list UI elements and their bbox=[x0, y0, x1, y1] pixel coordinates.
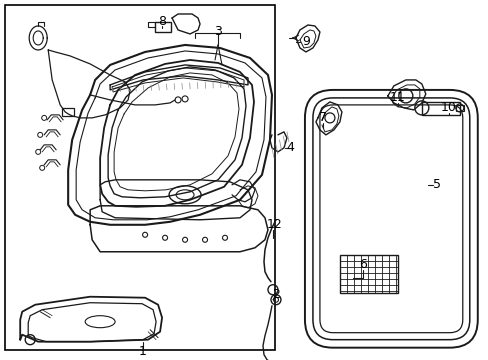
Text: 6: 6 bbox=[358, 258, 366, 271]
Text: 7: 7 bbox=[318, 111, 326, 125]
Bar bbox=[155, 22, 171, 32]
Text: 11: 11 bbox=[389, 91, 405, 104]
Bar bbox=[421, 102, 459, 115]
Text: 3: 3 bbox=[214, 26, 222, 39]
Bar bbox=[339, 255, 397, 293]
Text: 12: 12 bbox=[266, 218, 282, 231]
Bar bbox=[455, 105, 463, 111]
Text: 2: 2 bbox=[271, 288, 279, 301]
Text: 4: 4 bbox=[285, 141, 293, 154]
Bar bbox=[5, 5, 274, 350]
Text: 1: 1 bbox=[139, 345, 147, 358]
Text: 8: 8 bbox=[158, 15, 166, 28]
Text: 10: 10 bbox=[440, 102, 456, 114]
Text: 9: 9 bbox=[302, 36, 309, 49]
Bar bbox=[62, 108, 74, 116]
Text: 5: 5 bbox=[432, 178, 440, 191]
